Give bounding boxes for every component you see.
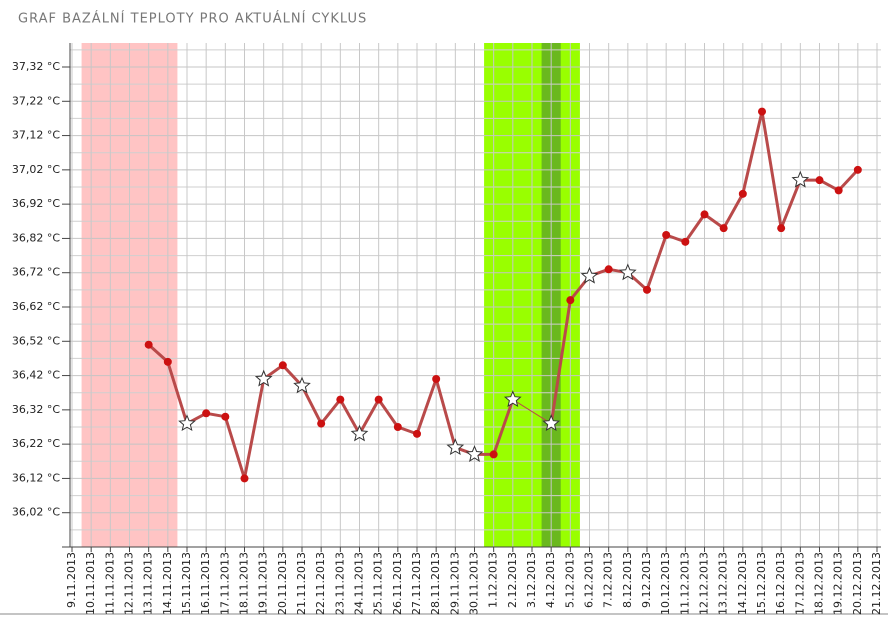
point <box>432 375 441 383</box>
x-tick-label: 14.11.2013 <box>161 552 174 615</box>
star-point <box>580 266 599 284</box>
y-tick-label: 36,22 °C <box>12 437 60 450</box>
point <box>681 237 690 246</box>
x-tick-label: 6.12.2013 <box>583 552 596 608</box>
point <box>240 474 249 483</box>
x-tick-label: 4.12.2013 <box>544 552 557 608</box>
chart-title: GRAF BAZÁLNÍ TEPLOTY PRO AKTUÁLNÍ CYKLUS <box>18 11 367 27</box>
y-tick-label: 37,12 °C <box>12 129 60 142</box>
x-tick-label: 24.11.2013 <box>353 552 366 615</box>
point <box>853 165 862 174</box>
y-tick-label: 37,22 °C <box>12 94 60 107</box>
point <box>700 210 709 219</box>
y-tick-label: 36,92 °C <box>12 197 60 210</box>
x-tick-label: 12.12.2013 <box>698 552 711 615</box>
x-tick-label: 23.11.2013 <box>333 552 346 615</box>
point <box>719 224 728 233</box>
x-tick-label: 7.12.2013 <box>602 552 615 608</box>
x-tick-label: 18.11.2013 <box>238 552 251 615</box>
x-tick-label: 14.12.2013 <box>736 552 749 615</box>
point <box>317 419 326 428</box>
point <box>662 231 671 239</box>
x-tick-label: 13.11.2013 <box>142 552 155 615</box>
point <box>393 423 402 431</box>
point <box>202 409 211 418</box>
x-tick-label: 19.12.2013 <box>832 552 845 615</box>
point <box>278 361 287 370</box>
x-tick-label: 17.12.2013 <box>793 552 806 615</box>
star-point <box>618 263 637 281</box>
x-tick-label: 10.12.2013 <box>659 552 672 615</box>
x-tick-label: 11.11.2013 <box>103 552 116 615</box>
x-tick-label: 20.12.2013 <box>851 552 864 615</box>
x-tick-label: 16.12.2013 <box>774 552 787 615</box>
point <box>604 265 613 274</box>
star-point <box>254 369 273 387</box>
point <box>834 186 843 195</box>
x-tick-label: 10.11.2013 <box>84 552 97 615</box>
x-tick-label: 15.12.2013 <box>755 552 768 615</box>
point <box>566 296 575 305</box>
point <box>336 395 345 404</box>
x-tick-label: 16.11.2013 <box>199 552 212 615</box>
y-tick-label: 37,32 °C <box>12 60 60 73</box>
x-tick-label: 3.12.2013 <box>525 552 538 608</box>
x-tick-label: 18.12.2013 <box>813 552 826 615</box>
y-tick-label: 36,02 °C <box>12 506 60 519</box>
x-tick-label: 19.11.2013 <box>257 552 270 615</box>
y-tick-label: 36,12 °C <box>12 471 60 484</box>
x-tick-label: 26.11.2013 <box>391 552 404 615</box>
y-tick-label: 36,62 °C <box>12 300 60 313</box>
x-tick-label: 13.12.2013 <box>717 552 730 615</box>
point <box>643 285 651 294</box>
y-tick-label: 36,42 °C <box>12 369 60 382</box>
x-tick-label: 28.11.2013 <box>429 552 442 615</box>
star-point <box>178 414 196 432</box>
y-tick-label: 37,02 °C <box>12 163 60 176</box>
x-tick-label: 20.11.2013 <box>276 552 289 615</box>
star-point <box>542 414 561 432</box>
x-tick-label: 9.12.2013 <box>640 552 653 608</box>
x-tick-label: 1.12.2013 <box>487 552 500 608</box>
x-tick-label: 29.11.2013 <box>448 552 461 615</box>
x-tick-label: 2.12.2013 <box>506 552 519 608</box>
x-tick-label: 15.11.2013 <box>180 552 193 615</box>
star-point <box>350 424 369 442</box>
x-tick-label: 17.11.2013 <box>218 552 231 615</box>
point <box>374 395 383 404</box>
x-tick-label: 22.11.2013 <box>314 552 327 615</box>
point <box>413 429 421 438</box>
y-tick-label: 36,52 °C <box>12 334 60 347</box>
point <box>221 412 230 421</box>
x-tick-label: 8.12.2013 <box>621 552 634 608</box>
star-point <box>293 376 311 394</box>
x-tick-label: 12.11.2013 <box>123 552 136 615</box>
x-tick-label: 30.11.2013 <box>468 552 481 615</box>
point <box>758 107 766 116</box>
point <box>777 224 786 233</box>
x-tick-label: 11.12.2013 <box>678 552 691 615</box>
gap-connector <box>512 399 552 424</box>
point <box>815 176 824 185</box>
point <box>144 340 153 349</box>
x-tick-label: 21.11.2013 <box>295 552 308 615</box>
star-point <box>465 445 484 462</box>
star-point <box>503 390 522 408</box>
star-point <box>446 438 465 456</box>
x-tick-label: 9.11.2013 <box>65 552 78 608</box>
point <box>489 450 498 459</box>
star-point <box>791 170 810 188</box>
y-tick-label: 36,72 °C <box>12 266 60 279</box>
x-tick-label: 27.11.2013 <box>410 552 423 615</box>
x-tick-label: 21.12.2013 <box>870 552 883 615</box>
y-tick-label: 36,32 °C <box>12 403 60 416</box>
point <box>738 189 747 198</box>
point <box>163 357 172 366</box>
y-tick-label: 36,82 °C <box>12 231 60 244</box>
x-tick-label: 5.12.2013 <box>563 552 576 608</box>
x-tick-label: 25.11.2013 <box>372 552 385 615</box>
